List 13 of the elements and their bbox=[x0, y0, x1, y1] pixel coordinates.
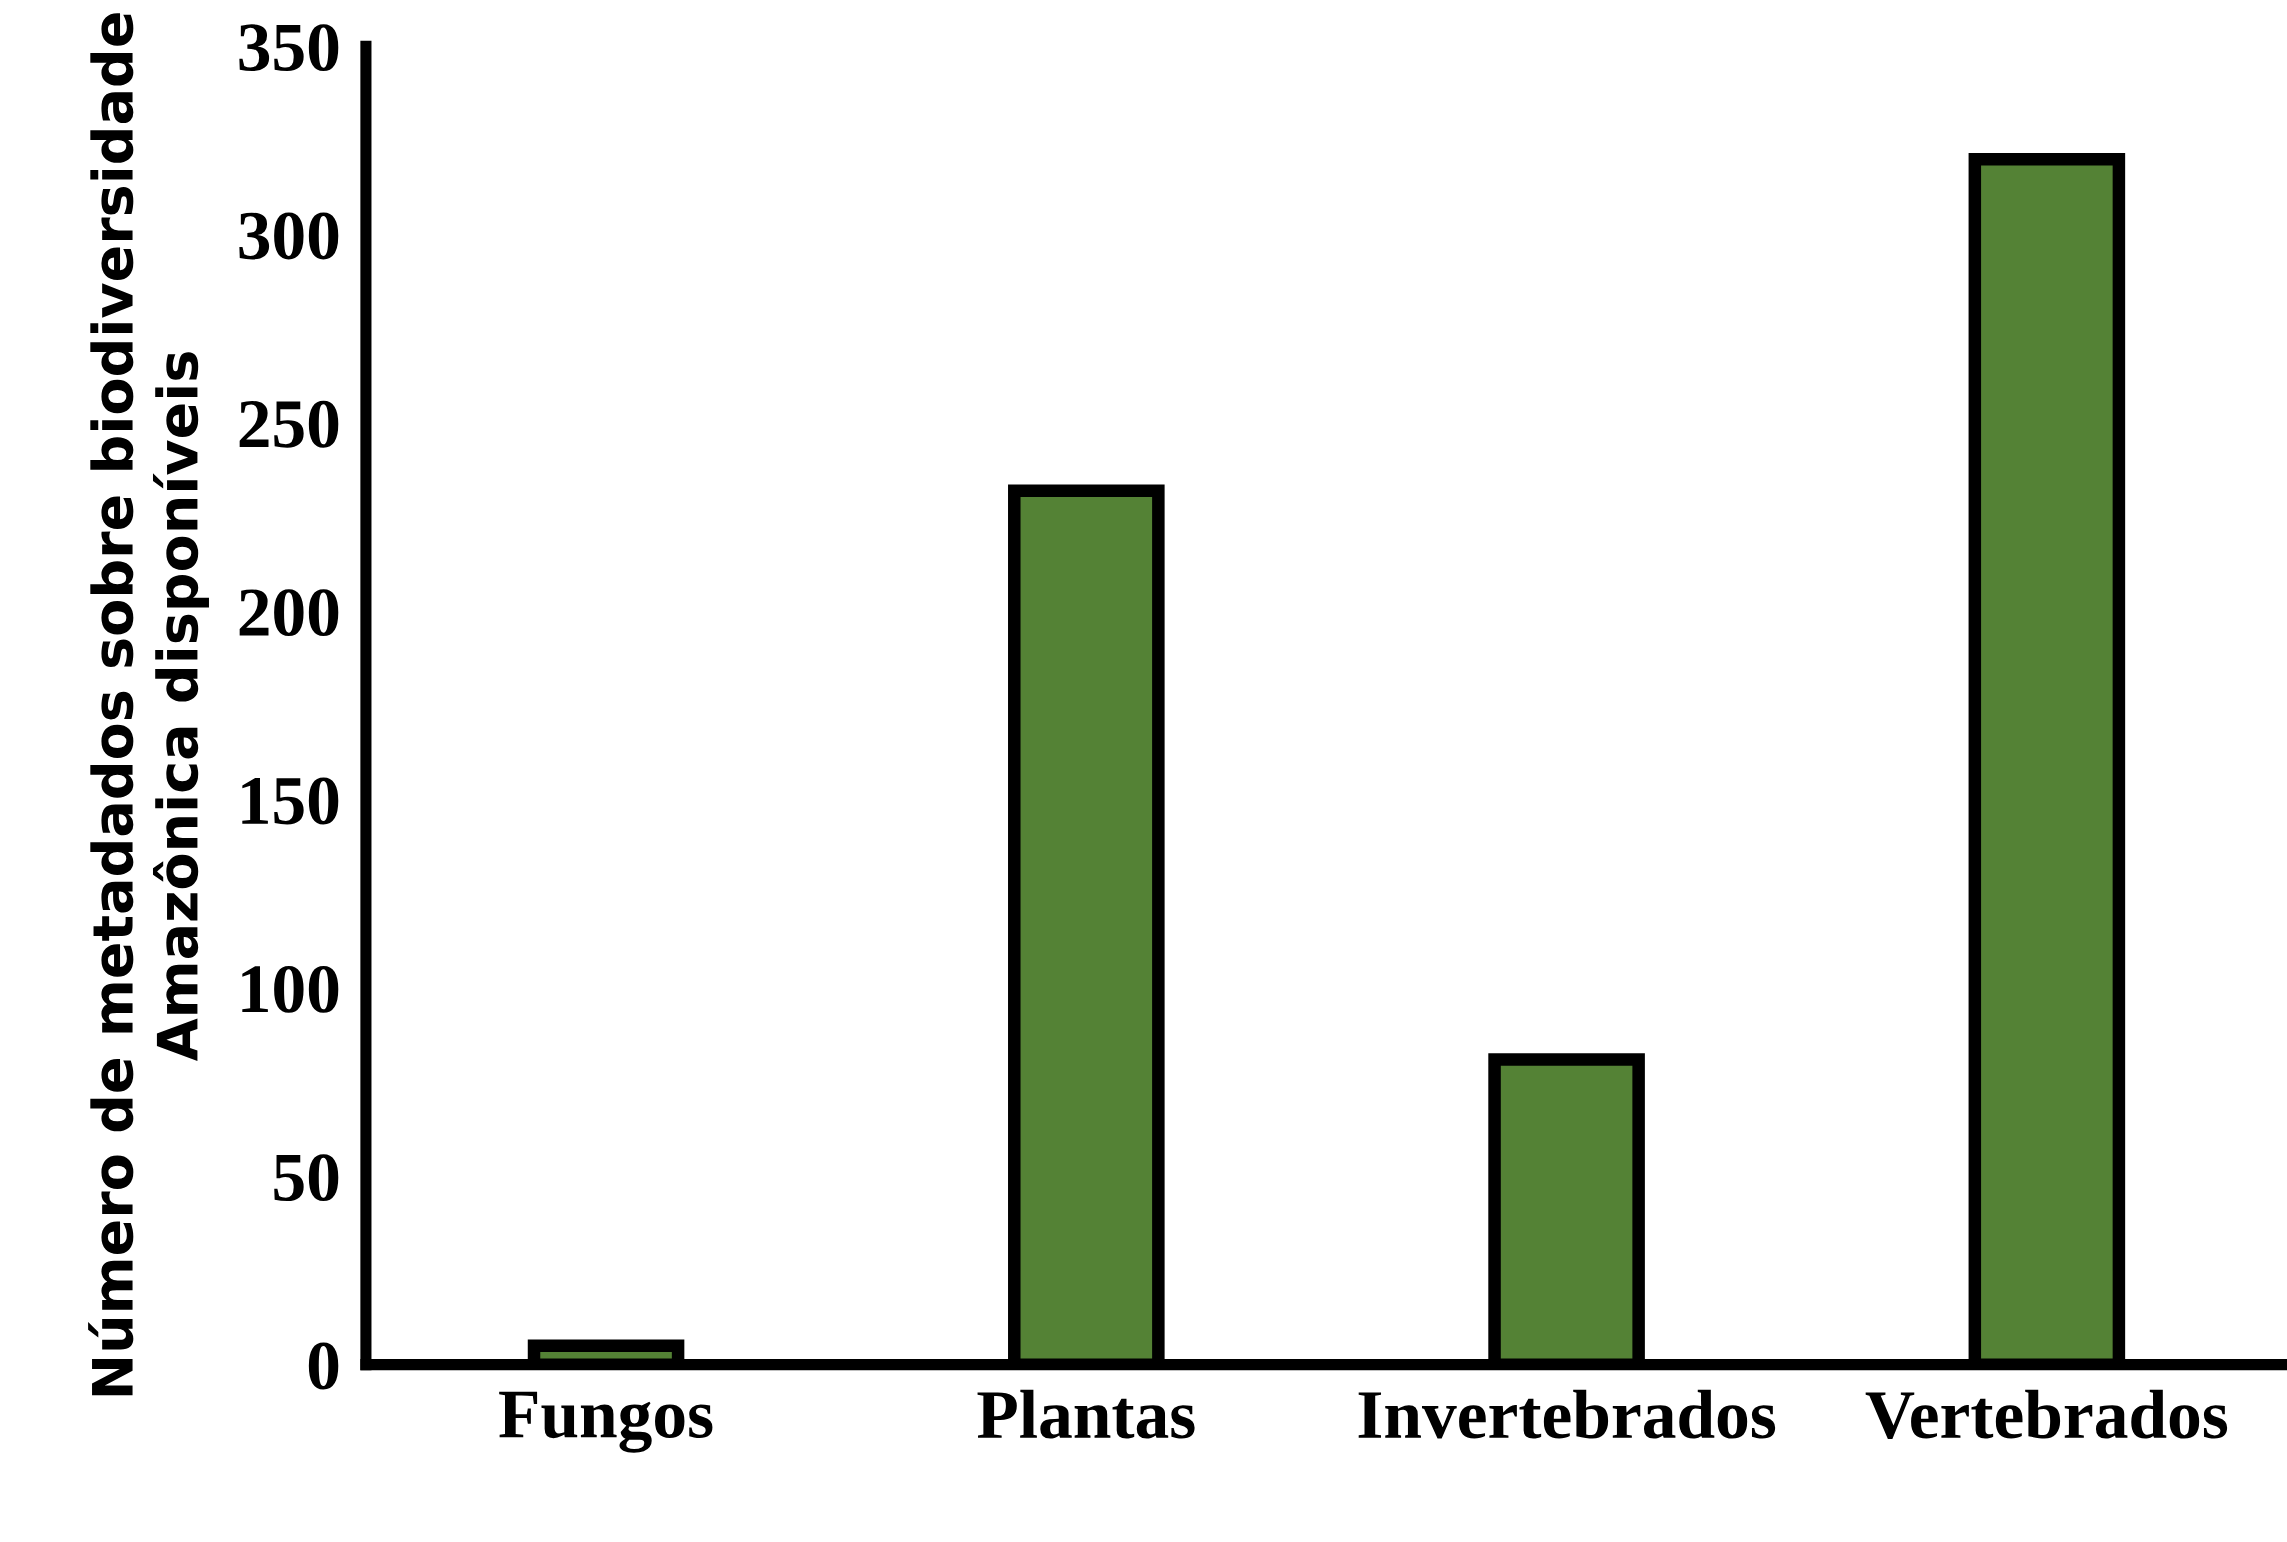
y-tick-label: 0 bbox=[308, 1342, 339, 1390]
y-tick-label: 300 bbox=[239, 212, 339, 260]
y-tick-label: 250 bbox=[239, 400, 339, 448]
y-tick-label: 200 bbox=[239, 589, 339, 637]
x-tick-label: Fungos bbox=[499, 1391, 713, 1453]
x-tick-label: Plantas bbox=[977, 1389, 1195, 1439]
y-tick-label: 100 bbox=[242, 965, 339, 1013]
y-tick-label: 150 bbox=[242, 777, 339, 825]
x-tick-label: Vertebrados bbox=[1865, 1389, 2228, 1439]
x-tick-label: Invertebrados bbox=[1358, 1389, 1776, 1439]
y-tick-label: 350 bbox=[239, 24, 339, 72]
y-tick-label: 50 bbox=[274, 1154, 339, 1202]
y-axis-title: Número de metadados sobre biodiversidade Amazônica disponíveis bbox=[88, 13, 209, 1396]
